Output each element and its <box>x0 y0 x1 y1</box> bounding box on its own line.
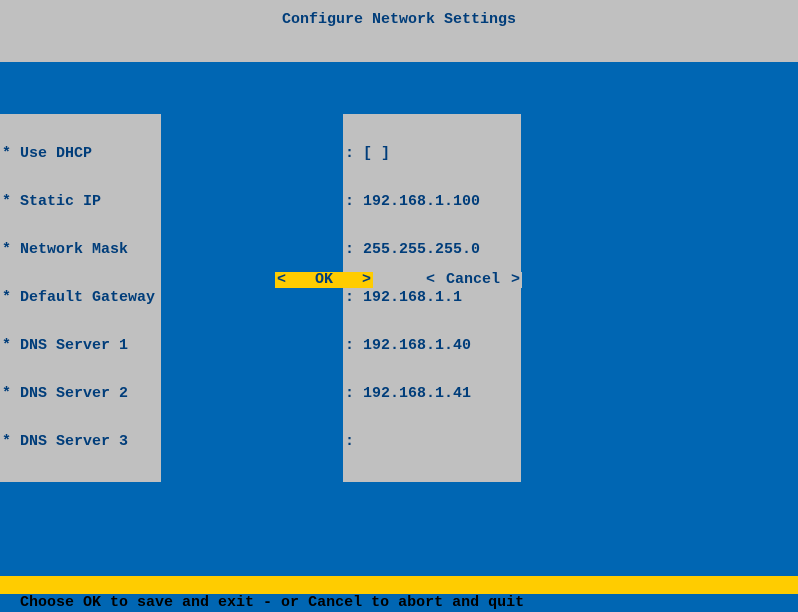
angle-right-icon: > <box>511 272 520 288</box>
label-default-gateway: * Default Gateway <box>2 290 155 306</box>
value-network-mask[interactable]: : 255.255.255.0 <box>345 242 515 258</box>
cancel-button-label: Cancel <box>446 272 500 288</box>
value-dns-1[interactable]: : 192.168.1.40 <box>345 338 515 354</box>
value-static-ip[interactable]: : 192.168.1.100 <box>345 194 515 210</box>
label-use-dhcp: * Use DHCP <box>2 146 155 162</box>
angle-left-icon: < <box>426 272 435 288</box>
cancel-button[interactable]: < Cancel > <box>424 272 522 288</box>
field-labels-panel: * Use DHCP * Static IP * Network Mask * … <box>0 114 161 482</box>
angle-right-icon: > <box>362 272 371 288</box>
ok-button-label: OK <box>315 272 333 288</box>
value-dns-3[interactable]: : <box>345 434 515 450</box>
angle-left-icon: < <box>277 272 286 288</box>
value-dns-2[interactable]: : 192.168.1.41 <box>345 386 515 402</box>
label-dns-3: * DNS Server 3 <box>2 434 155 450</box>
footer-hint: Choose OK to save and exit - or Cancel t… <box>0 576 798 594</box>
field-values-panel: : [ ] : 192.168.1.100 : 255.255.255.0 : … <box>343 114 521 482</box>
label-static-ip: * Static IP <box>2 194 155 210</box>
label-dns-1: * DNS Server 1 <box>2 338 155 354</box>
label-network-mask: * Network Mask <box>2 242 155 258</box>
footer-text: Choose OK to save and exit - or Cancel t… <box>20 594 524 611</box>
header-bar: Configure Network Settings <box>0 0 798 62</box>
page-title: Configure Network Settings <box>282 12 516 28</box>
button-row: < OK > < Cancel > <box>0 272 798 290</box>
label-dns-2: * DNS Server 2 <box>2 386 155 402</box>
value-use-dhcp[interactable]: : [ ] <box>345 146 515 162</box>
value-default-gateway[interactable]: : 192.168.1.1 <box>345 290 515 306</box>
content-area: * Use DHCP * Static IP * Network Mask * … <box>0 62 798 576</box>
ok-button[interactable]: < OK > <box>275 272 373 288</box>
